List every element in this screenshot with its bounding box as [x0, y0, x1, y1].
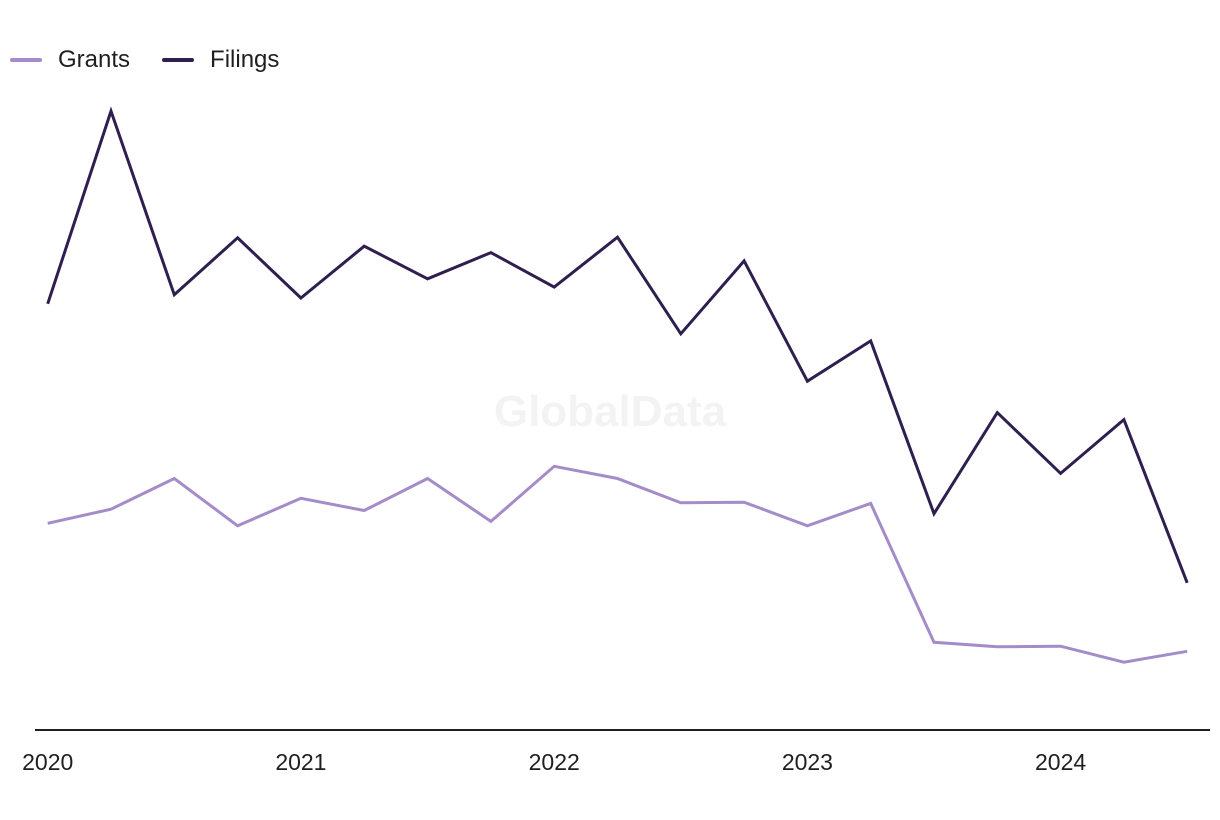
x-tick-label: 2024	[1035, 749, 1086, 775]
x-tick-label: 2021	[275, 749, 326, 775]
watermark-text: GlobalData	[494, 387, 727, 436]
x-tick-label: 2023	[782, 749, 833, 775]
legend-item-grants: Grants	[10, 46, 130, 74]
legend-item-filings: Filings	[162, 46, 279, 74]
x-axis-ticks: 2020 2021 2022 2023 2024	[22, 749, 1086, 775]
x-tick-label: 2022	[529, 749, 580, 775]
legend-swatch-grants	[10, 58, 42, 62]
series-line-grants	[47, 464, 1188, 664]
legend-swatch-filings	[162, 58, 195, 62]
legend-label-grants: Grants	[58, 46, 131, 73]
legend-label-filings: Filings	[210, 46, 280, 73]
series-layer	[46, 106, 1189, 664]
series-line-filings	[46, 106, 1189, 584]
chart-legend: Grants Filings	[10, 46, 279, 74]
x-tick-label: 2020	[22, 749, 73, 775]
